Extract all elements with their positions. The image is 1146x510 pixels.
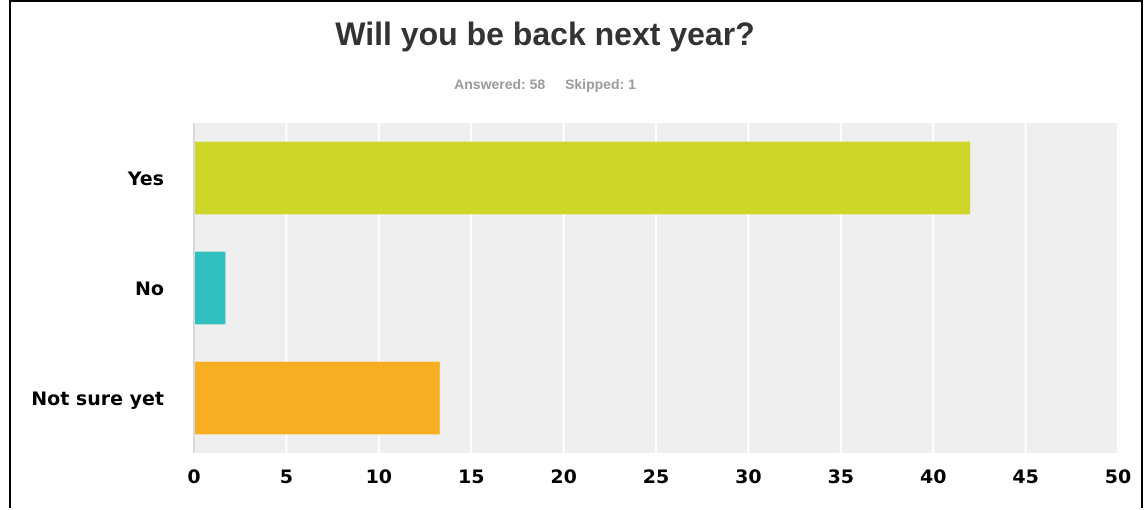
skipped-count: Skipped: 1	[565, 76, 636, 92]
x-tick-label: 40	[920, 466, 946, 488]
x-tick-label: 0	[187, 466, 200, 488]
category-label: Yes	[127, 168, 164, 190]
x-tick-label: 35	[828, 466, 854, 488]
answered-count: Answered: 58	[454, 76, 546, 92]
bar-yes	[195, 141, 971, 215]
bar-no	[195, 251, 226, 325]
x-tick-label: 15	[458, 466, 484, 488]
category-label: Not sure yet	[31, 388, 164, 410]
x-tick-label: 5	[280, 466, 293, 488]
x-tick-label: 45	[1012, 466, 1038, 488]
response-stats: Answered: 58 Skipped: 1	[0, 76, 1090, 92]
category-label: No	[135, 278, 164, 300]
x-tick-label: 25	[643, 466, 669, 488]
x-tick-label: 10	[366, 466, 392, 488]
bar-not-sure-yet	[195, 361, 440, 435]
x-tick-label: 30	[735, 466, 761, 488]
chart-frame	[9, 0, 1143, 508]
x-tick-label: 20	[550, 466, 576, 488]
chart-title: Will you be back next year?	[335, 16, 755, 52]
x-tick-label: 50	[1105, 466, 1131, 488]
